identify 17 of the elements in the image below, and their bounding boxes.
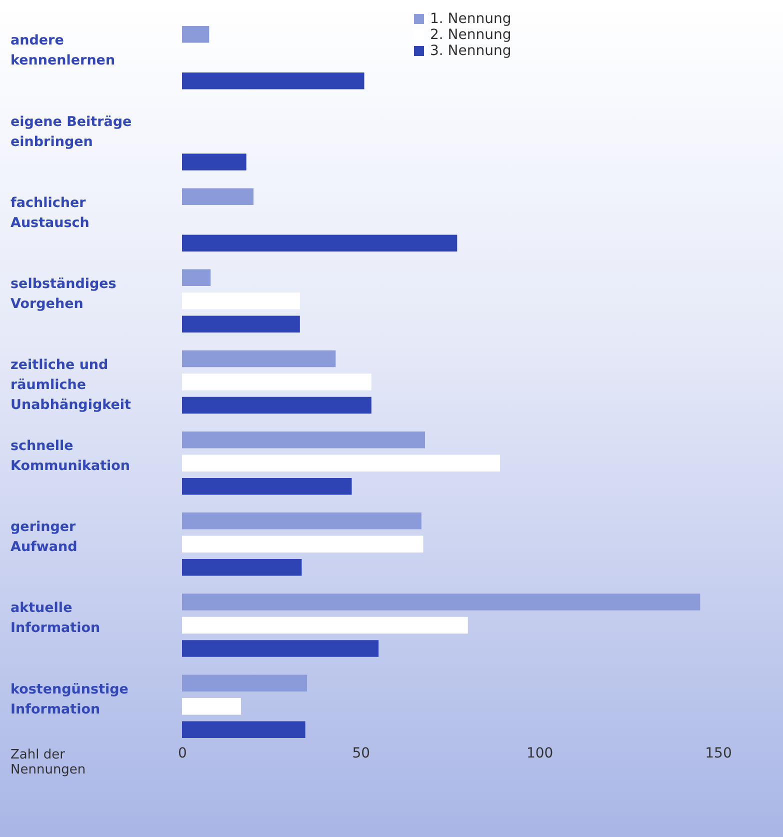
y-tick-label: selbständiges Vorgehen [10, 276, 116, 312]
y-tick-label: zeitliche und räumliche Unabhängigkeit [10, 357, 132, 413]
x-axis-title: Zahl der Nennungen [10, 748, 86, 778]
legend-label: 3. Nennung [430, 43, 512, 59]
x-tick-label: 150 [705, 746, 732, 762]
y-tick-label: geringer Aufwand [10, 519, 78, 556]
text: 2. Nennung [430, 27, 512, 43]
x-tick-label: 50 [352, 746, 370, 762]
y-tick-label: fachlicher Austausch [10, 194, 90, 231]
legend-label: 1. Nennung [430, 11, 512, 27]
y-tick-label: andere kennenlernen [10, 32, 116, 69]
y-tick-label: schnelle Kommunikation [10, 438, 130, 474]
y-tick-label: kostengünstige Information [10, 681, 128, 718]
y-tick-label: eigene Beiträge einbringen [10, 114, 132, 150]
x-tick-label: 0 [178, 746, 187, 762]
y-tick-label: aktuelle Information [10, 600, 100, 636]
x-tick-label: 100 [526, 746, 554, 762]
